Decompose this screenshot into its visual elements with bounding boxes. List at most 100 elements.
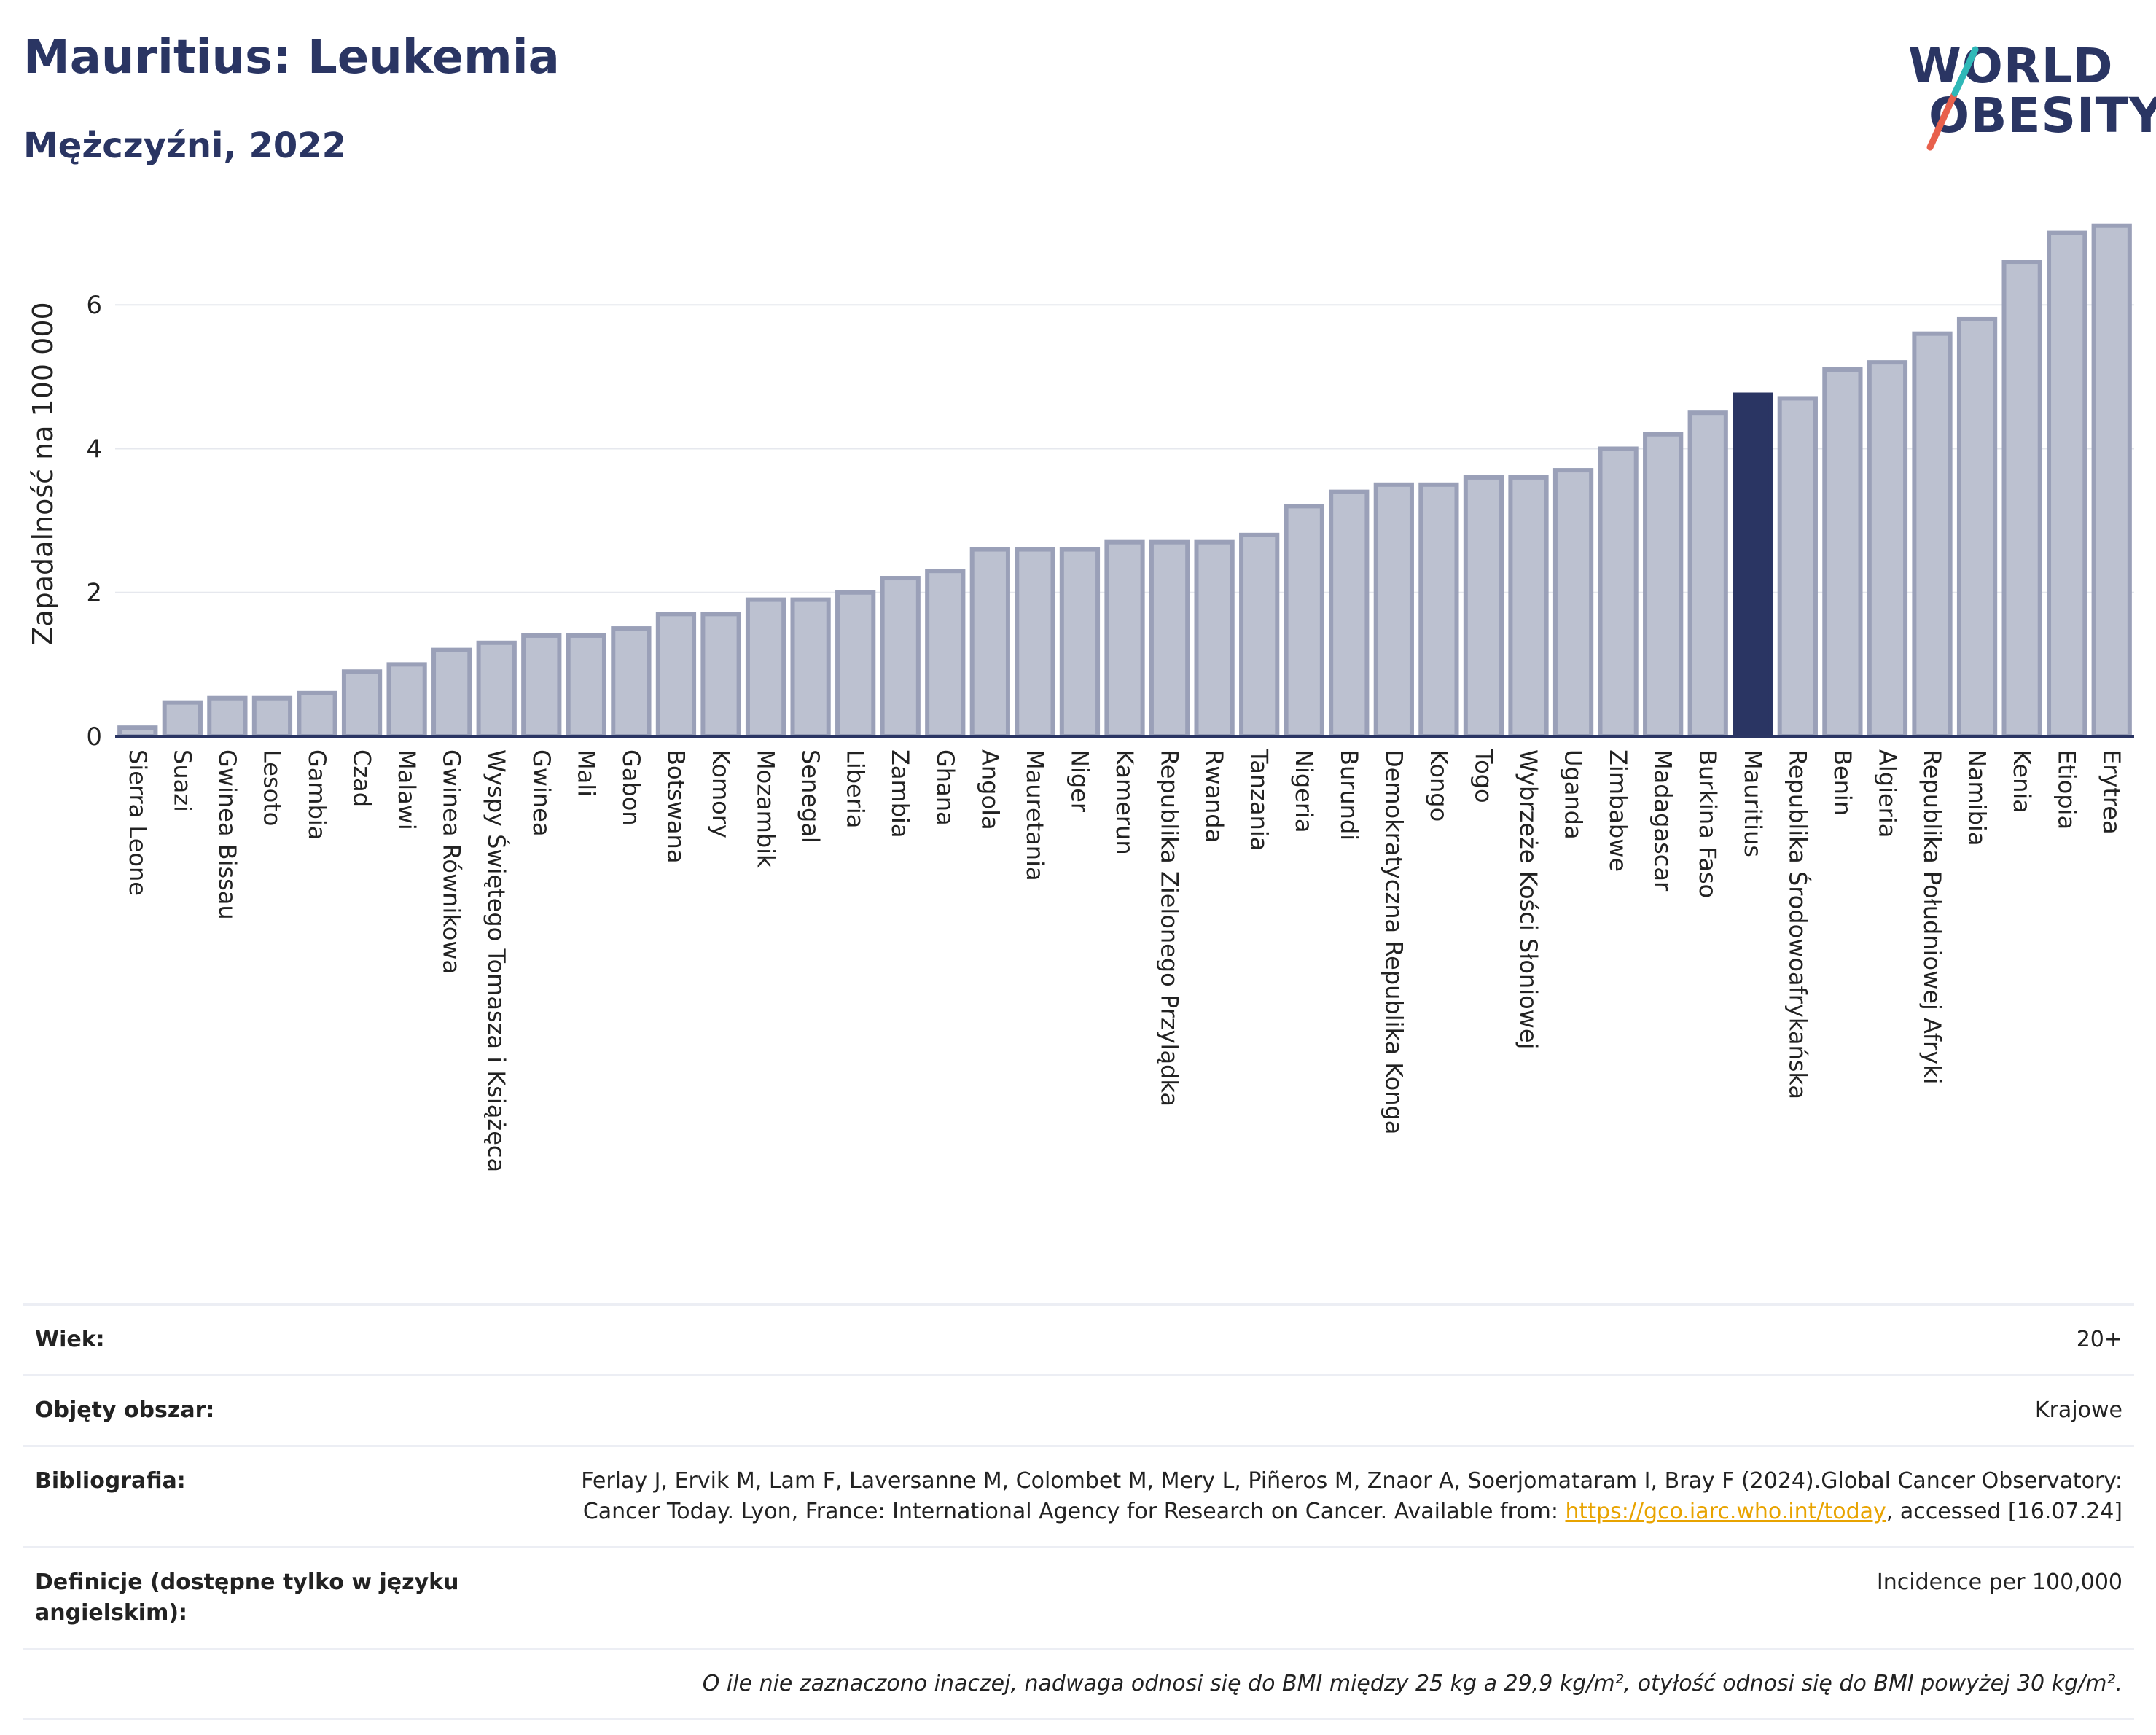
category-labels: Sierra Leone Suazi Gwinea Bissau Lesoto Gamb…: [124, 749, 2125, 1172]
bar: [1867, 360, 1908, 738]
bar: [1552, 468, 1594, 738]
bar: [1598, 446, 1639, 738]
x-category-label: Lesoto: [258, 749, 286, 826]
bar: [297, 690, 337, 738]
x-category-label: Mali: [572, 749, 600, 797]
definitions-label: Definicje (dostępne tylko w języku angie…: [23, 1546, 499, 1649]
bar: [655, 612, 697, 739]
bar-highlighted: [1733, 392, 1773, 738]
area-value: Krajowe: [499, 1374, 2134, 1446]
bibliography-accessed: , accessed [16.07.24]: [1886, 1499, 2122, 1524]
logo-line-1: WORLD: [1908, 38, 2114, 94]
x-category-label: Komory: [707, 749, 735, 838]
y-tick-label: 4: [86, 434, 102, 464]
bibliography-text: Ferlay J, Ervik M, Lam F, Laversanne M, …: [581, 1468, 2122, 1524]
x-category-label: Demokratyczna Republika Konga: [1380, 749, 1407, 1134]
x-category-label: Algieria: [1873, 749, 1901, 838]
bibliography-value: Ferlay J, Ervik M, Lam F, Laversanne M, …: [499, 1445, 2134, 1548]
page-subtitle: Mężczyźni, 2022: [23, 125, 347, 166]
logo-slash-icon: [1926, 46, 1979, 151]
bibliography-link[interactable]: https://gco.iarc.who.int/today: [1565, 1499, 1886, 1524]
y-tick-label: 0: [86, 722, 102, 752]
x-category-label: Gwinea Równikowa: [438, 749, 466, 974]
bar: [1373, 482, 1414, 738]
x-category-label: Gwinea: [528, 749, 555, 836]
bar: [1239, 532, 1280, 739]
bar: [700, 612, 741, 739]
axes: 0 2 4 6: [86, 291, 2134, 752]
meta-row-age: Wiek: 20+: [23, 1303, 2134, 1376]
x-category-label: Zambia: [886, 749, 914, 838]
bar: [880, 576, 921, 738]
bar: [2091, 223, 2132, 738]
bar: [1777, 396, 1818, 738]
x-category-label: Uganda: [1560, 749, 1587, 840]
bar: [745, 597, 786, 738]
definitions-value: Incidence per 100,000: [499, 1546, 2134, 1649]
x-category-label: Madagascar: [1649, 749, 1677, 892]
meta-row-bibliography: Bibliografia: Ferlay J, Ervik M, Lam F, …: [23, 1445, 2134, 1548]
bar: [611, 626, 652, 739]
age-value: 20+: [499, 1303, 2134, 1376]
area-label: Objęty obszar:: [23, 1374, 499, 1446]
y-tick-label: 2: [86, 579, 102, 608]
bar: [1329, 489, 1370, 738]
x-category-label: Etiopia: [2053, 749, 2081, 830]
x-category-label: Czad: [348, 749, 376, 807]
bar: [1687, 410, 1728, 738]
world-obesity-logo: WORLD OBESITY: [1902, 29, 2156, 153]
x-category-label: Sierra Leone: [124, 749, 152, 896]
age-label: Wiek:: [23, 1303, 499, 1376]
bar: [1822, 367, 1863, 738]
meta-row-definitions: Definicje (dostępne tylko w języku angie…: [23, 1546, 2134, 1649]
x-category-label: Mauritius: [1739, 749, 1767, 857]
bar: [1643, 432, 1684, 738]
x-category-label: Niger: [1066, 749, 1093, 813]
x-category-label: Senegal: [797, 749, 824, 843]
bar: [207, 695, 248, 738]
meta-row-note: O ile nie zaznaczono inaczej, nadwaga od…: [23, 1648, 2134, 1720]
bar: [162, 700, 203, 739]
x-category-label: Namibia: [1964, 749, 1991, 846]
x-category-label: Togo: [1469, 749, 1497, 803]
bar-chart: 0 2 4 6 Sierra Leone Suazi Gwinea Bissau Lesot…: [27, 223, 2134, 1172]
bar: [1508, 475, 1549, 738]
x-category-label: Gabon: [617, 749, 645, 826]
x-category-label: Gwinea Bissau: [214, 749, 241, 920]
bar: [835, 590, 876, 739]
bar: [386, 662, 427, 739]
bar: [1418, 482, 1459, 738]
page-title: Mauritius: Leukemia: [23, 31, 560, 85]
bar: [2001, 260, 2042, 739]
x-category-label: Burkina Faso: [1694, 749, 1722, 898]
metadata-table: Wiek: 20+ Objęty obszar: Krajowe Bibliog…: [23, 1303, 2134, 1720]
x-category-label: Gambia: [303, 749, 331, 840]
bar: [1194, 539, 1235, 738]
bar: [566, 633, 606, 738]
x-category-label: Suazi: [168, 749, 196, 812]
bar: [476, 640, 517, 738]
bars: [117, 223, 2132, 739]
x-category-label: Kenia: [2008, 749, 2036, 814]
x-category-label: Kongo: [1425, 749, 1453, 822]
x-category-label: Ghana: [931, 749, 959, 826]
obesity-note: O ile nie zaznaczono inaczej, nadwaga od…: [499, 1648, 2134, 1720]
bar: [1912, 331, 1953, 739]
bar: [1956, 316, 1998, 738]
note-spacer: [23, 1648, 499, 1720]
bar: [1463, 475, 1504, 738]
x-category-label: Wybrzeże Kości Słoniowej: [1515, 749, 1542, 1049]
x-category-label: Liberia: [842, 749, 870, 828]
bibliography-label: Bibliografia:: [23, 1445, 499, 1548]
logo-line-2: OBESITY: [1929, 87, 2156, 144]
bar: [251, 695, 293, 738]
x-category-label: Benin: [1829, 749, 1856, 816]
bar: [1104, 539, 1145, 738]
x-category-label: Wyspy Świętego Tomasza i Książęca: [483, 749, 511, 1172]
x-category-label: Republika Zielonego Przylądka: [1156, 749, 1184, 1107]
x-category-label: Rwanda: [1200, 749, 1228, 843]
bar: [925, 569, 966, 739]
x-category-label: Burundi: [1335, 749, 1363, 841]
bar: [1149, 539, 1190, 738]
meta-row-area: Objęty obszar: Krajowe: [23, 1374, 2134, 1446]
